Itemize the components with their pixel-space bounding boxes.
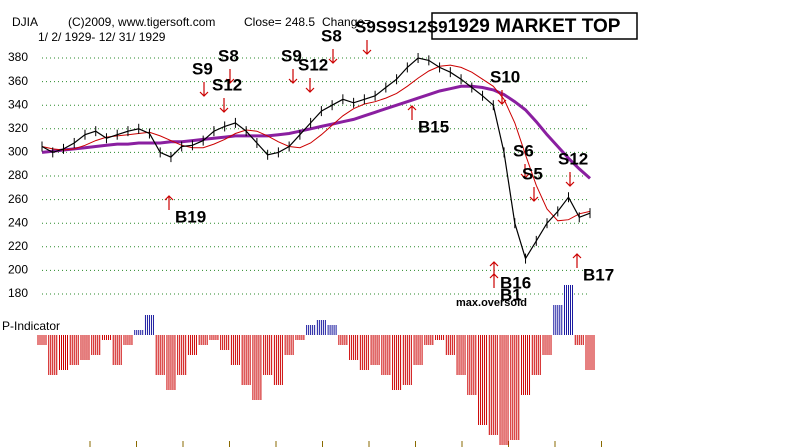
- x-ticks: [89, 441, 602, 447]
- signal-label: S12: [298, 55, 328, 74]
- series-line: [41, 64, 591, 222]
- signal-label: B16: [500, 273, 531, 292]
- signal-label: S9: [192, 59, 213, 78]
- y-tick-label: 200: [8, 263, 28, 277]
- signal-arrow: [489, 273, 499, 288]
- series-line: [41, 57, 591, 261]
- signal-arrow: [288, 69, 298, 84]
- close-label: Close= 248.5: [244, 15, 315, 29]
- y-tick-label: 240: [8, 215, 28, 229]
- y-tick-label: 280: [8, 168, 28, 182]
- signal-arrow: [572, 253, 582, 268]
- signal-arrow: [520, 164, 530, 179]
- signal-label: S12: [558, 149, 588, 168]
- signal-arrow: [362, 40, 372, 55]
- signal-arrow: [497, 90, 507, 105]
- signal-label: S5: [522, 164, 543, 183]
- y-tick-label: 220: [8, 239, 28, 253]
- y-tick-label: 180: [8, 286, 28, 300]
- signal-label: S8: [218, 46, 239, 65]
- signal-label: S9: [281, 46, 302, 65]
- chart-title: 1929 MARKET TOP: [448, 16, 621, 37]
- y-tick-label: 360: [8, 74, 28, 88]
- signal-label: S9S9S12S9: [355, 17, 448, 36]
- y-tick-label: 320: [8, 121, 28, 135]
- title-box: [431, 12, 638, 40]
- y-tick-label: 260: [8, 192, 28, 206]
- y-tick-label: 380: [8, 50, 28, 64]
- signal-arrow: [328, 49, 338, 64]
- signal-arrow: [164, 195, 174, 210]
- signal-label: B17: [583, 265, 614, 284]
- signal-label: B19: [175, 207, 206, 226]
- symbol: DJIA: [12, 15, 38, 29]
- date-range: 1/ 2/ 1929- 12/ 31/ 1929: [38, 30, 166, 44]
- signal-label: S12: [212, 75, 242, 94]
- signal-label: S8: [321, 26, 342, 45]
- change-label: Change=: [322, 15, 371, 29]
- indicator-title: P-Indicator: [2, 319, 60, 333]
- signal-label: B1: [500, 285, 522, 304]
- signal-arrow: [407, 105, 417, 120]
- signal-arrow: [529, 187, 539, 202]
- signal-label: B15: [418, 117, 449, 136]
- signal-arrow: [199, 82, 209, 97]
- signal-label: S10: [490, 67, 520, 86]
- signal-arrow: [219, 98, 229, 113]
- y-tick-label: 340: [8, 97, 28, 111]
- signal-arrow: [565, 172, 575, 187]
- y-tick-label: 300: [8, 145, 28, 159]
- signal-arrow: [225, 69, 235, 84]
- annotation: max.oversold: [456, 297, 527, 309]
- copyright: (C)2009, www.tigersoft.com: [68, 15, 215, 29]
- signal-label: S6: [513, 141, 534, 160]
- signal-arrow: [305, 78, 315, 93]
